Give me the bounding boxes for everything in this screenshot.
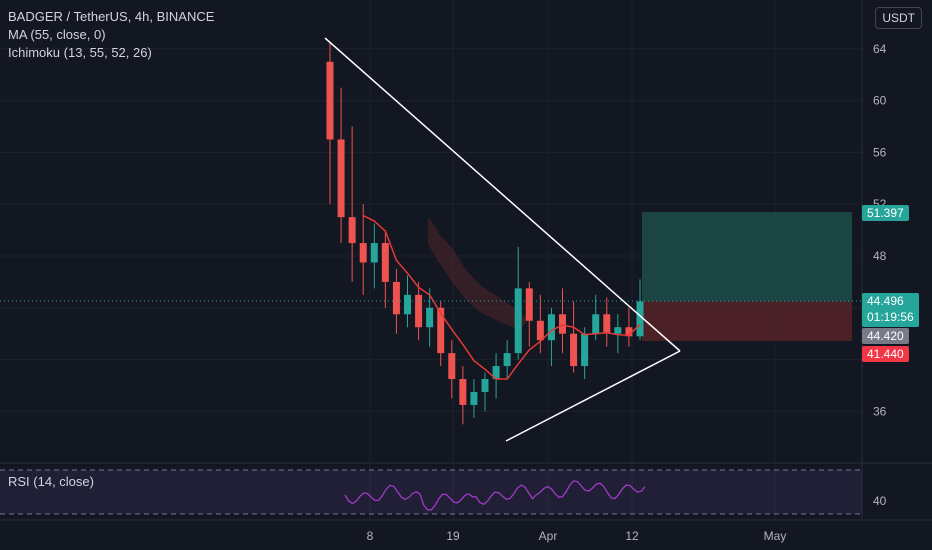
candle-body: [492, 366, 500, 380]
candle-body: [415, 294, 423, 328]
ma-indicator-label[interactable]: MA (55, close, 0): [8, 27, 106, 42]
candle-body: [359, 243, 367, 263]
price-tick-label: 60: [873, 94, 887, 108]
take-profit-price-tag: 51.397: [862, 205, 909, 221]
lower-trendline: [505, 350, 681, 442]
bar-countdown: 01:19:56: [867, 310, 914, 324]
candle-body: [603, 314, 611, 334]
candle-body: [514, 288, 522, 354]
time-tick-label: 8: [367, 529, 374, 543]
ichimoku-cloud: [428, 216, 528, 330]
rsi-tick-label: 40: [873, 494, 887, 508]
candle-body: [536, 320, 544, 341]
candle-body: [426, 307, 434, 328]
current-price-value: 44.496: [867, 294, 904, 308]
rsi-indicator-label[interactable]: RSI (14, close): [8, 474, 94, 489]
currency-button[interactable]: USDT: [875, 7, 922, 29]
candle-body: [381, 243, 389, 282]
current-price-tag: 44.496 01:19:56: [862, 293, 919, 327]
candle-body: [326, 61, 334, 140]
candle-body: [481, 379, 489, 392]
time-tick-label: 19: [446, 529, 460, 543]
ichimoku-indicator-label[interactable]: Ichimoku (13, 55, 52, 26): [8, 45, 152, 60]
candle-body: [570, 333, 578, 367]
rsi-line: [344, 480, 646, 511]
price-tick-label: 36: [873, 404, 887, 418]
candle-body: [525, 288, 533, 321]
candle-body: [547, 314, 555, 341]
entry-price-tag: 44.420: [862, 328, 909, 344]
candle-body: [448, 353, 456, 380]
rsi-band-fill: [0, 470, 862, 514]
stop-loss-price-tag: 41.440: [862, 346, 909, 362]
candle-body: [581, 333, 589, 367]
candle-body: [337, 139, 345, 218]
candle-body: [370, 243, 378, 263]
candle-body: [470, 391, 478, 405]
candle-body: [392, 281, 400, 315]
candle-body: [348, 217, 356, 244]
candle-body: [404, 294, 411, 315]
upper-trendline: [324, 37, 681, 352]
time-tick-label: May: [764, 529, 787, 543]
symbol-title[interactable]: BADGER / TetherUS, 4h, BINANCE: [8, 9, 215, 24]
candle-body: [459, 379, 467, 405]
time-tick-label: 12: [625, 529, 639, 543]
price-tick-label: 48: [873, 249, 887, 263]
candle-body: [559, 314, 566, 334]
candle-body: [592, 314, 600, 334]
candle-body: [503, 353, 511, 367]
take-profit-zone: [642, 212, 852, 302]
candle-body: [625, 327, 633, 337]
candle-body: [614, 327, 622, 334]
price-tick-label: 64: [873, 42, 887, 56]
time-tick-label: Apr: [539, 529, 558, 543]
candle-body: [437, 307, 445, 354]
candle-body: [636, 301, 644, 337]
stop-loss-zone: [642, 301, 852, 341]
price-tick-label: 56: [873, 145, 887, 159]
chart-legend: BADGER / TetherUS, 4h, BINANCE MA (55, c…: [8, 8, 214, 62]
ma-line: [362, 214, 641, 380]
